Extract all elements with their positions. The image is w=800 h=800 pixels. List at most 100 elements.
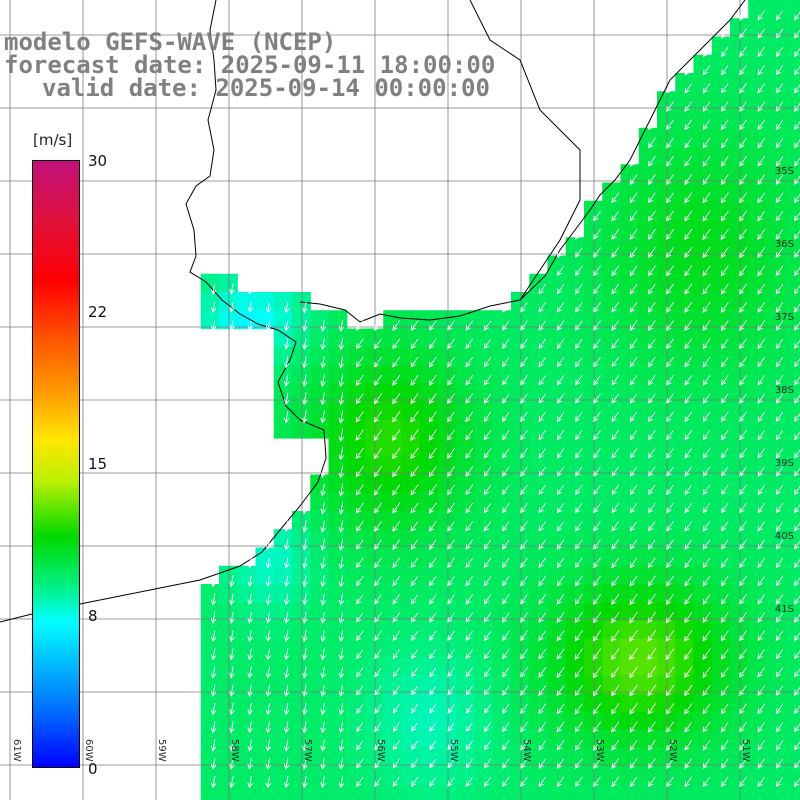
wind-arrow bbox=[611, 210, 620, 222]
wind-arrow bbox=[447, 539, 455, 550]
wind-arrow bbox=[775, 64, 784, 76]
wind-cell bbox=[419, 711, 439, 731]
wind-cell bbox=[730, 711, 749, 731]
wind-cell bbox=[784, 146, 800, 165]
wind-cell bbox=[620, 310, 640, 330]
wind-cell bbox=[292, 638, 311, 658]
wind-cell bbox=[365, 346, 384, 366]
wind-cell bbox=[456, 620, 476, 640]
wind-cell bbox=[620, 474, 640, 494]
wind-arrow bbox=[556, 685, 565, 697]
wind-cell bbox=[748, 693, 768, 713]
wind-arrow bbox=[373, 429, 383, 441]
wind-arrow bbox=[794, 759, 800, 769]
wind-arrow bbox=[355, 520, 364, 532]
wind-arrow bbox=[556, 466, 565, 477]
wind-arrow bbox=[574, 721, 583, 733]
wind-cell bbox=[766, 675, 786, 695]
wind-cell bbox=[292, 383, 311, 403]
wind-cell bbox=[711, 511, 731, 530]
wind-cell bbox=[730, 547, 749, 567]
wind-arrow bbox=[229, 684, 235, 697]
wind-cell bbox=[383, 602, 403, 622]
wind-arrow bbox=[410, 465, 419, 478]
wind-arrow bbox=[355, 502, 364, 514]
wind-arrow bbox=[739, 721, 747, 733]
wind-cell bbox=[602, 255, 622, 275]
wind-cell bbox=[711, 620, 731, 640]
wind-arrow bbox=[629, 739, 638, 751]
wind-arrow bbox=[428, 338, 437, 350]
wind-arrow bbox=[684, 228, 693, 240]
wind-arrow bbox=[447, 393, 455, 405]
wind-cell bbox=[730, 419, 749, 439]
wind-cell bbox=[565, 730, 585, 749]
wind-arrow bbox=[721, 429, 729, 441]
wind-cell bbox=[748, 766, 768, 786]
wind-arrow bbox=[373, 447, 383, 460]
wind-arrow bbox=[302, 757, 308, 770]
wind-arrow bbox=[556, 448, 565, 459]
wind-arrow bbox=[356, 776, 364, 787]
wind-arrow bbox=[429, 685, 437, 696]
wind-arrow bbox=[538, 721, 547, 733]
wind-arrow bbox=[538, 666, 547, 678]
wind-arrow bbox=[483, 466, 492, 477]
wind-arrow bbox=[410, 392, 419, 405]
wind-cell bbox=[310, 492, 330, 512]
wind-cell bbox=[292, 346, 311, 366]
wind-cell bbox=[492, 383, 512, 403]
wind-arrow bbox=[647, 320, 656, 332]
wind-cell bbox=[328, 602, 348, 622]
wind-arrow bbox=[702, 64, 711, 76]
wind-cell bbox=[365, 456, 384, 476]
wind-arrow bbox=[793, 175, 800, 185]
wind-cell bbox=[383, 784, 403, 800]
wind-cell bbox=[529, 730, 549, 749]
wind-arrow bbox=[739, 46, 747, 58]
wind-cell bbox=[748, 511, 768, 530]
wind-cell bbox=[529, 292, 549, 311]
wind-arrow bbox=[794, 65, 800, 76]
wind-cell bbox=[255, 584, 275, 603]
wind-arrow bbox=[629, 776, 638, 788]
wind-arrow bbox=[465, 320, 474, 331]
wind-arrow bbox=[757, 156, 766, 167]
wind-arrow bbox=[538, 320, 546, 331]
wind-arrow bbox=[538, 648, 547, 660]
wind-arrow bbox=[629, 539, 638, 550]
wind-cell bbox=[529, 565, 549, 585]
wind-arrow bbox=[210, 739, 217, 752]
wind-cell bbox=[547, 365, 567, 384]
wind-cell bbox=[766, 492, 786, 512]
wind-arrow bbox=[629, 703, 638, 715]
wind-arrow bbox=[447, 630, 455, 641]
wind-arrow bbox=[502, 521, 510, 532]
wind-arrow bbox=[793, 321, 800, 331]
wind-arrow bbox=[702, 666, 711, 679]
wind-cell bbox=[620, 748, 640, 768]
wind-arrow bbox=[502, 740, 510, 751]
wind-cell bbox=[766, 419, 786, 439]
wind-cell bbox=[492, 419, 512, 439]
wind-cell bbox=[748, 182, 768, 202]
wind-arrow bbox=[411, 758, 419, 769]
wind-cell bbox=[383, 346, 403, 366]
wind-cell bbox=[273, 584, 293, 603]
wind-arrow bbox=[465, 722, 473, 732]
wind-arrow bbox=[447, 704, 455, 714]
wind-cell bbox=[565, 675, 585, 695]
wind-arrow bbox=[428, 429, 437, 441]
wind-cell bbox=[565, 748, 585, 768]
wind-arrow bbox=[210, 283, 217, 296]
wind-arrow bbox=[283, 757, 290, 770]
wind-cell bbox=[547, 310, 567, 330]
wind-cell bbox=[638, 164, 658, 184]
wind-arrow bbox=[611, 721, 620, 733]
wind-arrow bbox=[229, 320, 235, 331]
wind-arrow bbox=[410, 484, 419, 496]
wind-cell bbox=[292, 784, 311, 800]
wind-cell bbox=[638, 474, 658, 494]
wind-arrow bbox=[392, 758, 400, 769]
wind-cell bbox=[419, 511, 439, 530]
